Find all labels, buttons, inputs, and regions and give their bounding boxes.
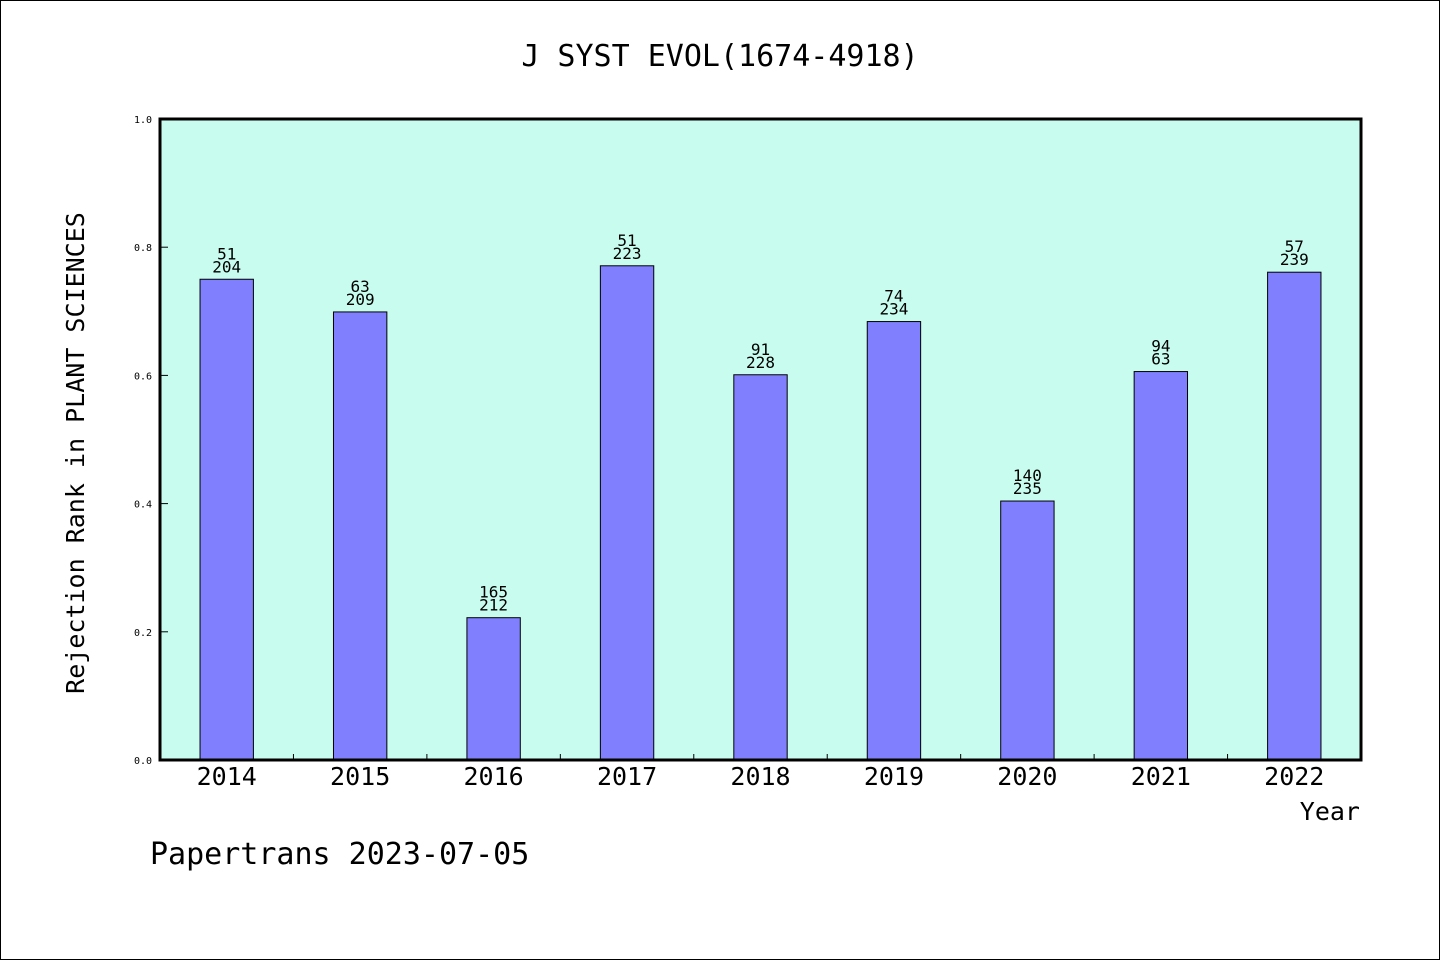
bar-label-bottom: 235 (1013, 479, 1042, 498)
x-axis-ticks: 2014 2015 2016 2017 2018 2019 2020 2021 2022 (197, 754, 1324, 791)
x-tick-label: 2015 (330, 762, 390, 791)
bar-label-top: 57 (1285, 237, 1304, 256)
x-tick-label: 2022 (1264, 762, 1324, 791)
bars (199, 265, 1322, 761)
bar-2016 (466, 617, 521, 761)
y-axis-ticks: 0.0 0.2 0.4 0.6 0.8 1.0 (134, 115, 168, 767)
y-tick-label: 0.8 (134, 243, 152, 254)
bar-2022 (1267, 271, 1322, 761)
bar-label-top: 63 (351, 277, 370, 296)
bar-label-top: 165 (479, 583, 508, 602)
y-tick-label: 0.2 (134, 628, 152, 639)
bar-label-bottom: 212 (479, 596, 508, 615)
x-tick-label: 2014 (197, 762, 257, 791)
y-tick-label: 0.6 (134, 371, 152, 382)
bar-label-top: 94 (1151, 337, 1170, 356)
bar-label-bottom: 209 (346, 290, 375, 309)
bar-label-top: 51 (617, 231, 636, 250)
bar-label-bottom: 204 (212, 257, 241, 276)
x-tick-label: 2016 (464, 762, 524, 791)
bar-label-top: 91 (751, 340, 770, 359)
plot-border (158, 117, 1363, 762)
bar-2019 (866, 321, 922, 761)
bar-label-bottom: 223 (613, 244, 642, 263)
bar-label-bottom: 239 (1280, 250, 1309, 269)
bar-label-bottom: 234 (879, 300, 908, 319)
data-labels: 5120463209165212512239122874234140235946… (212, 231, 1308, 615)
bar-label-top: 51 (217, 244, 236, 263)
bar-label-top: 140 (1013, 466, 1042, 485)
chart-title: J SYST EVOL(1674-4918) (521, 39, 918, 74)
bar-label-bottom: 63 (1151, 350, 1170, 369)
bar-2014 (199, 278, 254, 761)
x-tick-label: 2021 (1131, 762, 1191, 791)
bar-2018 (733, 374, 788, 761)
x-tick-label: 2020 (997, 762, 1057, 791)
x-tick-label: 2019 (864, 762, 924, 791)
x-axis-label: Year (1300, 797, 1360, 826)
y-tick-label: 1.0 (134, 115, 152, 126)
y-tick-label: 0.0 (134, 756, 152, 767)
bar-2017 (599, 265, 655, 761)
y-axis-label: Rejection Rank in PLANT SCIENCES (61, 212, 90, 694)
footer-text: Papertrans 2023-07-05 (150, 837, 529, 872)
bar-2015 (332, 311, 388, 761)
bar-label-bottom: 228 (746, 353, 775, 372)
bar-2020 (1000, 500, 1055, 761)
bar-label-top: 74 (884, 287, 903, 306)
y-tick-label: 0.4 (134, 500, 152, 511)
x-tick-label: 2018 (730, 762, 790, 791)
bar-2021 (1133, 371, 1189, 761)
x-tick-label: 2017 (597, 762, 657, 791)
